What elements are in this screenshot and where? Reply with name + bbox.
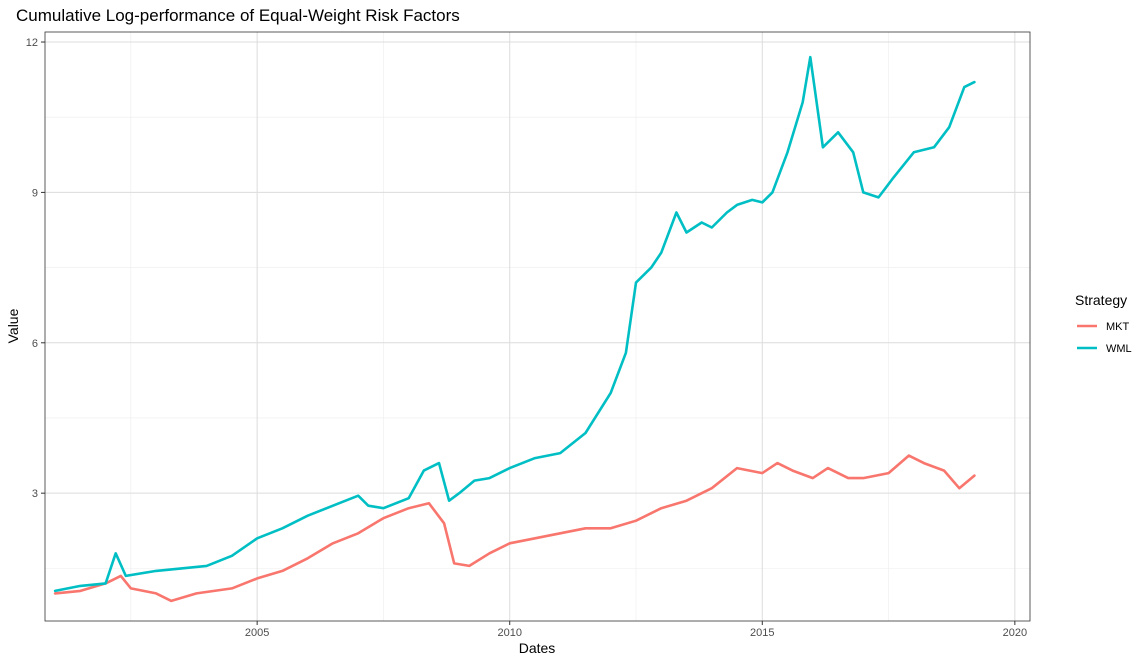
y-tick-label: 12 <box>26 37 38 49</box>
legend-label-wml: WML <box>1106 343 1132 355</box>
x-axis-title: Dates <box>519 640 556 656</box>
legend: Strategy MKT WML <box>1075 292 1132 355</box>
x-tick-label: 2010 <box>497 627 521 639</box>
y-tick-label: 6 <box>32 338 38 350</box>
legend-label-mkt: MKT <box>1106 321 1130 333</box>
plot-panel-border <box>44 31 1031 622</box>
y-axis: 3 6 9 12 <box>26 37 45 500</box>
x-tick-label: 2005 <box>245 627 269 639</box>
series-line-mkt <box>53 454 976 603</box>
x-tick-label: 2020 <box>1003 627 1027 639</box>
y-tick-label: 9 <box>32 187 38 199</box>
legend-title: Strategy <box>1075 292 1127 308</box>
series-lines <box>53 55 976 603</box>
series-line-wml <box>53 55 976 593</box>
x-axis: 2005 2010 2015 2020 <box>245 621 1027 639</box>
x-tick-label: 2015 <box>750 627 774 639</box>
chart-title: Cumulative Log-performance of Equal-Weig… <box>16 6 460 25</box>
grid <box>45 32 1030 621</box>
y-tick-label: 3 <box>32 488 38 500</box>
y-axis-title: Value <box>5 308 21 343</box>
plot-panel <box>45 32 1030 621</box>
